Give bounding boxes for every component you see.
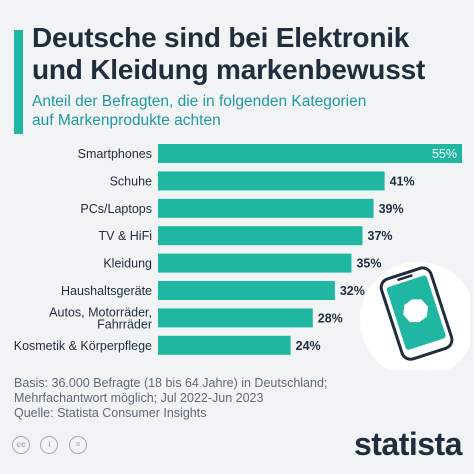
equals-icon[interactable]: = <box>68 436 87 454</box>
title-line-1: Deutsche sind bei Elektronik <box>32 22 410 53</box>
bar-1 <box>158 171 385 191</box>
bar-chart: Smartphones 55% Schuhe 41% PCs/Laptops 39% TV … <box>14 144 462 355</box>
value-label-0: 55% <box>432 147 457 161</box>
category-label-7: Kosmetik & Körperpflege <box>14 339 152 353</box>
value-label-6: 28% <box>318 311 343 325</box>
bar-3 <box>158 226 363 246</box>
subtitle-line-2: auf Markenprodukte achten <box>32 112 221 129</box>
category-label-6: Autos, Motorräder, Fahrräder <box>49 305 152 331</box>
attribution-icon[interactable]: i <box>40 436 59 454</box>
footnote-source: Quelle: Statista Consumer Insights <box>14 406 207 420</box>
value-label-3: 37% <box>368 229 393 243</box>
category-label-3: TV & HiFi <box>99 229 152 243</box>
statista-logo[interactable]: statista <box>353 426 463 462</box>
page-subtitle: Anteil der Befragten, die in folgenden K… <box>32 92 462 130</box>
footnote-basis: Basis: 36.000 Befragte (18 bis 64 Jahre)… <box>14 376 328 390</box>
bar-6 <box>158 308 313 328</box>
footnote-multiple: Mehrfachantwort möglich; Jul 2022-Jun 20… <box>14 391 264 405</box>
bar-2 <box>158 198 374 218</box>
bar-5 <box>158 281 335 300</box>
value-label-1: 41% <box>390 174 415 188</box>
value-label-7: 24% <box>296 339 321 353</box>
smartphone-icon <box>379 266 454 361</box>
category-label-5: Haushaltsgeräte <box>61 284 152 298</box>
title-line-2: und Kleidung markenbewusst <box>32 54 426 85</box>
value-label-5: 32% <box>340 284 365 298</box>
smartphone-illustration <box>360 262 470 370</box>
cc-icon[interactable]: cc <box>12 436 30 454</box>
subtitle-line-1: Anteil der Befragten, die in folgenden K… <box>32 93 367 110</box>
accent-bar <box>14 30 23 134</box>
category-label-2: PCs/Laptops <box>80 202 152 216</box>
bar-4 <box>158 253 352 273</box>
license-icons: cc i = <box>12 436 93 458</box>
value-label-2: 39% <box>379 202 404 216</box>
footnote: Basis: 36.000 Befragte (18 bis 64 Jahre)… <box>14 376 464 421</box>
page-title: Deutsche sind bei Elektronik und Kleidun… <box>32 22 462 86</box>
category-label-4: Kleidung <box>103 257 152 271</box>
bar-0 <box>158 144 462 163</box>
value-label-4: 35% <box>356 257 381 271</box>
category-label-0: Smartphones <box>78 147 152 161</box>
category-label-1: Schuhe <box>110 174 152 188</box>
bar-7 <box>158 335 291 355</box>
